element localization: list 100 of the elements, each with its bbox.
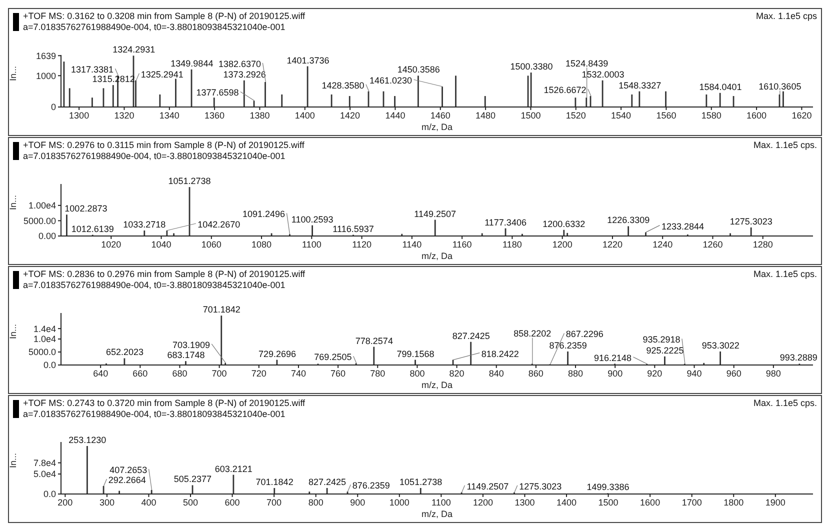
x-tick-label: 860 bbox=[528, 368, 544, 378]
annotation: 701.1842 bbox=[202, 304, 240, 315]
x-tick-label: 1020 bbox=[101, 239, 122, 250]
chart-title: +TOF MS: 0.2976 to 0.3115 min from Sample 8 (P-N) of 20190125.wiff bbox=[23, 140, 306, 151]
annotation: 1233.2844 bbox=[661, 221, 704, 232]
x-tick-label: 1460 bbox=[430, 110, 450, 120]
y-axis-title: In... bbox=[8, 324, 18, 339]
x-tick-label: 880 bbox=[568, 368, 584, 378]
x-tick-label: 1100 bbox=[432, 497, 451, 508]
annotation: 778.2574 bbox=[355, 336, 393, 346]
annotation: 1325.2941 bbox=[140, 69, 184, 80]
x-tick-label: 1900 bbox=[765, 497, 786, 508]
annotation: 1100.2593 bbox=[291, 214, 334, 224]
x-tick-label: 720 bbox=[251, 368, 266, 378]
y-tick-label: 1.00e4 bbox=[28, 200, 56, 211]
x-tick-label: 1800 bbox=[724, 497, 744, 508]
x-tick-label: 780 bbox=[370, 368, 386, 378]
x-tick-label: 980 bbox=[766, 368, 781, 378]
x-tick-label: 1380 bbox=[250, 110, 270, 120]
annotation: 1500.3380 bbox=[510, 62, 553, 72]
annotation: 1051.2738 bbox=[168, 176, 211, 186]
y-axis-title: In... bbox=[8, 194, 18, 210]
x-tick-label: 1620 bbox=[792, 110, 812, 120]
x-tick-label: 1520 bbox=[566, 110, 586, 120]
y-tick-label: 7.8e4 bbox=[33, 458, 56, 468]
annotation: 916.2148 bbox=[594, 352, 632, 363]
x-tick-label: 920 bbox=[647, 368, 662, 378]
y-tick-label: 1.4e4 bbox=[33, 324, 56, 334]
x-tick-label: 740 bbox=[290, 368, 306, 378]
chart-title: +TOF MS: 0.2743 to 0.3720 min from Sample 8 (P-N) of 20190125.wiff bbox=[23, 398, 306, 409]
x-tick-label: 1120 bbox=[352, 239, 372, 250]
x-tick-label: 800 bbox=[410, 368, 425, 378]
x-tick-label: 1500 bbox=[598, 497, 618, 508]
annotation: 1324.2931 bbox=[112, 44, 156, 55]
annotation: 1526.6672 bbox=[544, 85, 586, 96]
y-tick-label: 1639 bbox=[36, 50, 56, 61]
x-tick-label: 1480 bbox=[476, 110, 496, 120]
x-tick-label: 960 bbox=[726, 368, 742, 378]
x-tick-label: 1060 bbox=[201, 239, 222, 250]
annotation: 1275.3023 bbox=[730, 216, 772, 226]
x-tick-label: 1200 bbox=[472, 497, 493, 508]
x-tick-label: 1180 bbox=[502, 239, 522, 250]
x-axis-title: m/z, Da bbox=[420, 251, 454, 262]
annotation: 1051.2738 bbox=[400, 477, 442, 487]
annotation: 1610.3605 bbox=[758, 81, 802, 92]
x-tick-label: 1040 bbox=[151, 239, 172, 250]
annotation: 1317.3381 bbox=[70, 64, 114, 75]
chart-title: +TOF MS: 0.2836 to 0.2976 min from Sample 8 (P-N) of 20190125.wiff bbox=[23, 269, 306, 280]
y-axis-title: In... bbox=[8, 66, 18, 81]
x-tick-label: 1140 bbox=[402, 239, 422, 250]
x-tick-label: 1300 bbox=[514, 497, 535, 508]
x-tick-label: 1300 bbox=[69, 110, 90, 120]
x-axis-title: m/z, Da bbox=[420, 509, 454, 520]
y-tick-label: 0.0 bbox=[43, 360, 56, 370]
annotation: 407.2653 bbox=[110, 465, 148, 475]
y-tick-label: 1.0e4 bbox=[33, 334, 56, 344]
annotation: 1524.8439 bbox=[566, 58, 608, 69]
x-tick-label: 1440 bbox=[385, 110, 406, 120]
annotation: 1033.2718 bbox=[123, 219, 166, 230]
annotation: 935.2918 bbox=[642, 334, 680, 345]
annotation: 1401.3736 bbox=[286, 55, 330, 66]
text: Max. 1.1e5 cps. bbox=[753, 140, 817, 151]
annotation: 253.1230 bbox=[68, 435, 106, 445]
x-tick-label: 680 bbox=[172, 368, 188, 378]
annotation: 1226.3309 bbox=[607, 215, 650, 226]
x-tick-label: 1420 bbox=[340, 110, 360, 120]
x-tick-label: 400 bbox=[141, 497, 156, 508]
annotation: 867.2296 bbox=[566, 329, 604, 340]
x-tick-label: 1100 bbox=[302, 239, 322, 250]
y-tick-label: 0.00 bbox=[38, 231, 56, 242]
x-tick-label: 1280 bbox=[752, 239, 773, 250]
annotation: 683.1748 bbox=[167, 350, 205, 360]
annotation: 1382.6370 bbox=[218, 58, 262, 69]
chart-title: +TOF MS: 0.3162 to 0.3208 min from Sample 8 (P-N) of 20190125.wiff bbox=[23, 11, 306, 22]
x-tick-label: 700 bbox=[212, 368, 227, 378]
annotation: 925.2225 bbox=[646, 345, 684, 356]
annotation: 827.2425 bbox=[308, 477, 346, 487]
annotation: 1091.2496 bbox=[242, 209, 286, 220]
x-tick-label: 760 bbox=[330, 368, 346, 378]
annotation: 703.1909 bbox=[172, 340, 210, 350]
annotation: 1548.3327 bbox=[618, 80, 662, 90]
x-tick-label: 1400 bbox=[556, 497, 577, 508]
x-tick-label: 660 bbox=[132, 368, 148, 378]
chart-subtitle: a=7.01835762761988490e-004, t0=-3.88018093845321040e-001 bbox=[23, 22, 286, 33]
text: Max. 1.1e5 cps. bbox=[753, 269, 817, 280]
x-tick-label: 820 bbox=[449, 368, 464, 378]
annotation: 993.2889 bbox=[780, 352, 818, 363]
annotation: 729.2696 bbox=[258, 348, 296, 359]
annotation: 603.2121 bbox=[214, 464, 252, 474]
annotation: 876.2359 bbox=[352, 480, 390, 491]
x-tick-label: 1000 bbox=[389, 497, 410, 508]
x-tick-label: 1600 bbox=[746, 110, 767, 120]
x-tick-label: 840 bbox=[488, 368, 504, 378]
x-tick-label: 1220 bbox=[602, 239, 622, 250]
x-tick-label: 700 bbox=[266, 497, 282, 508]
x-tick-label: 1340 bbox=[159, 110, 180, 120]
annotation: 1373.2926 bbox=[223, 69, 266, 80]
x-tick-label: 1240 bbox=[652, 239, 673, 250]
annotation: 1177.3406 bbox=[484, 217, 526, 228]
x-tick-label: 1560 bbox=[656, 110, 676, 120]
